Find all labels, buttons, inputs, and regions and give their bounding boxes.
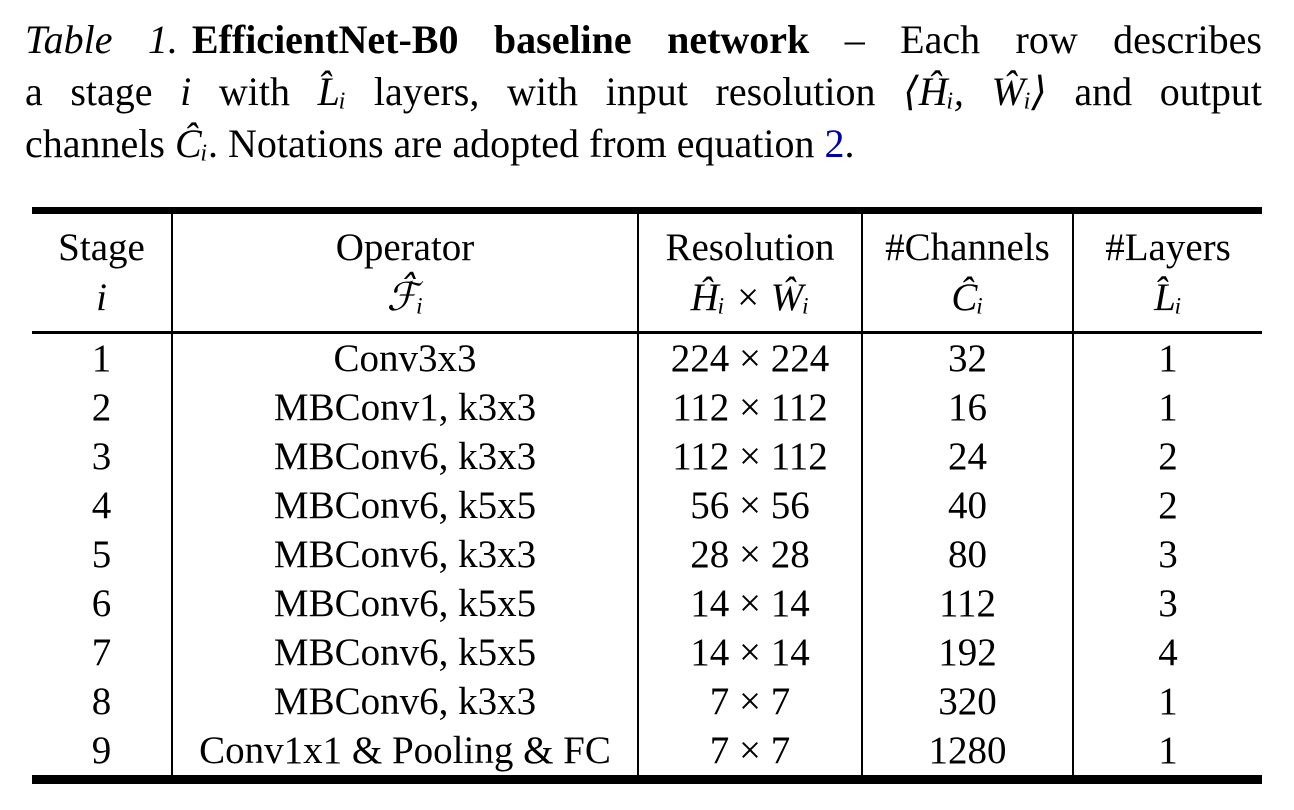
- cell-stage: 8: [91, 680, 112, 723]
- cell-channels: 40: [861, 481, 1073, 530]
- cell-stage: 1: [91, 337, 112, 380]
- cell-resolution: 7 × 7: [637, 677, 862, 726]
- caption-table-number: Table 1.: [25, 17, 178, 62]
- cell-operator: MBConv6, k3x3: [171, 530, 638, 579]
- column-title: Operator: [335, 225, 475, 269]
- math-resolution-pair: ⟨Ĥᵢ, Ŵᵢ⟩: [903, 69, 1047, 114]
- cell-resolution: 14 × 14: [637, 579, 862, 628]
- caption-text: a stage: [25, 69, 181, 114]
- caption-text: and output: [1046, 69, 1262, 114]
- cell-stage: 3: [91, 435, 112, 478]
- cell-channels: 32: [861, 332, 1073, 383]
- cell-stage: 9: [91, 729, 112, 772]
- cell-layers: 2: [1072, 432, 1262, 481]
- cell-resolution: 28 × 28: [637, 530, 862, 579]
- table-row: 2 MBConv1, k3x3 112 × 112 16 1: [32, 383, 1262, 432]
- cell-operator: MBConv6, k3x3: [171, 432, 638, 481]
- table-row: 9 Conv1x1 & Pooling & FC 7 × 7 1280 1: [32, 726, 1262, 780]
- math-var-i: i: [180, 69, 192, 114]
- column-symbol: i: [96, 275, 107, 319]
- caption-text: .: [844, 121, 855, 166]
- cell-channels: 80: [861, 530, 1073, 579]
- cell-channels: 1280: [861, 726, 1073, 780]
- header-cell-stage: Stage i: [32, 210, 172, 334]
- caption-title: EfficientNet-B0 baseline network: [191, 17, 810, 62]
- column-title: #Layers: [1105, 225, 1231, 269]
- caption-text: with: [191, 69, 318, 114]
- cell-layers: 1: [1072, 383, 1262, 432]
- math-var-L-hat-i: L̂ᵢ: [317, 69, 347, 114]
- cell-channels: 24: [861, 432, 1073, 481]
- column-symbol: ℱ̂ᵢ: [386, 275, 424, 319]
- cell-operator: MBConv6, k5x5: [171, 579, 638, 628]
- table-row: 1 Conv3x3 224 × 224 32 1: [32, 332, 1262, 383]
- cell-layers: 3: [1072, 530, 1262, 579]
- cell-resolution: 224 × 224: [637, 332, 862, 383]
- column-title: Resolution: [665, 225, 835, 269]
- cell-layers: 2: [1072, 481, 1262, 530]
- header-cell-operator: Operator ℱ̂ᵢ: [171, 210, 638, 334]
- table-row: 6 MBConv6, k5x5 14 × 14 112 3: [32, 579, 1262, 628]
- header-cell-layers: #Layers L̂ᵢ: [1072, 210, 1262, 334]
- cell-resolution: 56 × 56: [637, 481, 862, 530]
- header-cell-channels: #Channels Ĉᵢ: [861, 210, 1073, 334]
- cell-layers: 3: [1072, 579, 1262, 628]
- column-symbol: L̂ᵢ: [1154, 275, 1182, 319]
- column-title: Stage: [58, 225, 145, 269]
- cell-layers: 1: [1072, 726, 1262, 780]
- cell-operator: MBConv6, k5x5: [171, 628, 638, 677]
- column-title: #Channels: [885, 225, 1050, 269]
- cell-layers: 4: [1072, 628, 1262, 677]
- caption-text: . Notations are adopted from equation: [207, 121, 825, 166]
- table-caption: Table 1. EfficientNet-B0 baseline network…: [25, 14, 1262, 170]
- table-row: 3 MBConv6, k3x3 112 × 112 24 2: [32, 432, 1262, 481]
- caption-text: layers, with input resolution: [346, 69, 904, 114]
- table-row: 7 MBConv6, k5x5 14 × 14 192 4: [32, 628, 1262, 677]
- caption-line-1: Table 1. EfficientNet-B0 baseline network…: [25, 14, 1262, 66]
- cell-layers: 1: [1072, 677, 1262, 726]
- cell-stage: 7: [91, 631, 112, 674]
- table-row: 5 MBConv6, k3x3 28 × 28 80 3: [32, 530, 1262, 579]
- cell-operator: MBConv1, k3x3: [171, 383, 638, 432]
- caption-line-3: channels Ĉᵢ. Notations are adopted from …: [25, 118, 1262, 170]
- cell-stage: 6: [91, 582, 112, 625]
- cell-operator: MBConv6, k5x5: [171, 481, 638, 530]
- cell-stage: 4: [91, 484, 112, 527]
- table-header: Stage i Operator ℱ̂ᵢ Resolution Ĥᵢ × Ŵᵢ …: [32, 210, 1262, 334]
- cell-resolution: 14 × 14: [637, 628, 862, 677]
- cell-resolution: 112 × 112: [637, 432, 862, 481]
- header-cell-resolution: Resolution Ĥᵢ × Ŵᵢ: [637, 210, 862, 334]
- cell-operator: MBConv6, k3x3: [171, 677, 638, 726]
- cell-resolution: 112 × 112: [637, 383, 862, 432]
- equation-2-link[interactable]: 2: [824, 121, 845, 166]
- cell-stage: 5: [91, 533, 112, 576]
- caption-text: – Each row describes: [844, 17, 1262, 62]
- cell-channels: 16: [861, 383, 1073, 432]
- cell-operator: Conv1x1 & Pooling & FC: [171, 726, 638, 780]
- table-row: 4 MBConv6, k5x5 56 × 56 40 2: [32, 481, 1262, 530]
- efficientnet-b0-table: Stage i Operator ℱ̂ᵢ Resolution Ĥᵢ × Ŵᵢ …: [32, 207, 1262, 784]
- cell-operator: Conv3x3: [171, 332, 638, 383]
- cell-stage: 2: [91, 386, 112, 429]
- cell-layers: 1: [1072, 332, 1262, 383]
- caption-text: channels: [25, 121, 175, 166]
- cell-resolution: 7 × 7: [637, 726, 862, 780]
- math-var-C-hat-i: Ĉᵢ: [174, 121, 208, 166]
- cell-channels: 192: [861, 628, 1073, 677]
- header-row: Stage i Operator ℱ̂ᵢ Resolution Ĥᵢ × Ŵᵢ …: [32, 210, 1262, 334]
- caption-line-2: a stage i with L̂ᵢ layers, with input re…: [25, 66, 1262, 118]
- table-row: 8 MBConv6, k3x3 7 × 7 320 1: [32, 677, 1262, 726]
- table-body: 1 Conv3x3 224 × 224 32 1 2 MBConv1, k3x3…: [32, 332, 1262, 780]
- column-symbol: Ĥᵢ × Ŵᵢ: [690, 275, 810, 319]
- cell-channels: 112: [861, 579, 1073, 628]
- cell-channels: 320: [861, 677, 1073, 726]
- column-symbol: Ĉᵢ: [951, 275, 984, 319]
